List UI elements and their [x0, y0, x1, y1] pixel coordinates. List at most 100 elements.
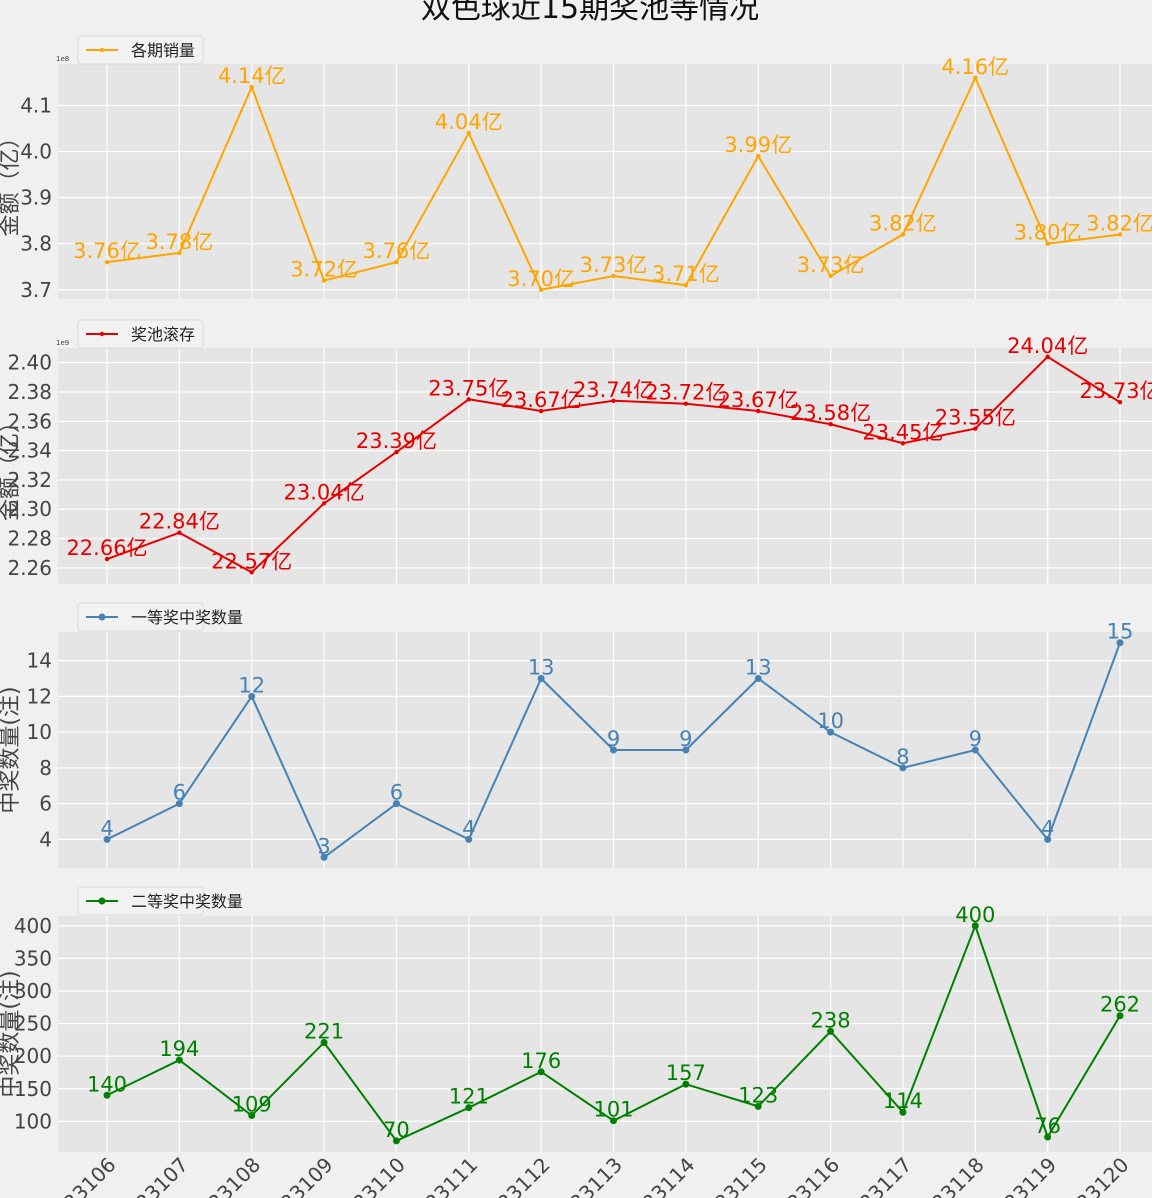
legend-box [77, 35, 204, 65]
legend: 一等奖中奖数量 [77, 602, 243, 632]
data-point [249, 570, 254, 575]
data-label: 3.70亿 [507, 267, 575, 291]
y-tick-label: 150 [14, 1077, 52, 1101]
y-tick-label: 8 [39, 756, 52, 780]
data-label: 400 [955, 903, 995, 927]
legend-label: 二等奖中奖数量 [131, 892, 243, 911]
y-axis-label: 中奖数量(注) [0, 686, 23, 813]
data-point [611, 273, 616, 279]
data-point [900, 232, 906, 237]
y-tick-label: 2.34 [7, 439, 52, 463]
legend-swatch-marker [98, 613, 106, 621]
data-point [1116, 1012, 1124, 1020]
data-point [537, 674, 545, 682]
data-point [175, 1056, 183, 1064]
data-point [466, 397, 471, 402]
y-axis-label: 金额（亿） [0, 411, 23, 521]
data-label: 23.74亿 [573, 378, 654, 402]
data-point [1045, 354, 1050, 359]
data-label: 3.72亿 [290, 258, 358, 282]
data-label: 23.67亿 [718, 388, 799, 412]
data-point [465, 1104, 473, 1112]
data-point [104, 556, 110, 562]
data-point [610, 1117, 617, 1125]
data-point [1117, 232, 1123, 237]
data-label: 194 [159, 1037, 199, 1061]
data-point [828, 422, 833, 427]
axis-exponent: 1e9 [56, 339, 69, 347]
legend: 二等奖中奖数量 [77, 886, 243, 916]
data-label: 176 [521, 1049, 561, 1073]
data-point [538, 287, 544, 292]
data-label: 22.66亿 [66, 536, 147, 560]
y-tick-label: 14 [27, 649, 52, 673]
y-tick-label: 12 [27, 684, 52, 708]
y-tick-label: 2.36 [7, 409, 52, 433]
data-point [392, 1137, 400, 1145]
y-tick-label: 250 [14, 1012, 52, 1036]
y-tick-label: 3.9 [20, 186, 52, 210]
data-point [248, 692, 256, 700]
data-point [104, 259, 110, 265]
data-label: 23.45亿 [862, 420, 943, 444]
data-point [611, 398, 616, 403]
data-label: 4.16亿 [941, 55, 1009, 79]
legend-box [77, 602, 204, 632]
y-tick-label: 2.32 [7, 468, 52, 492]
data-point [1045, 241, 1050, 246]
data-point [971, 922, 979, 930]
data-point [249, 84, 254, 90]
data-label: 24.04亿 [1007, 334, 1088, 358]
y-tick-label: 2.28 [7, 527, 52, 551]
data-point [973, 75, 978, 81]
data-point [248, 1111, 256, 1119]
data-point [899, 764, 907, 772]
legend-swatch-marker [99, 331, 105, 337]
data-point [900, 441, 906, 446]
legend-box [77, 319, 204, 349]
data-label: 123 [738, 1083, 778, 1107]
data-label: 6 [173, 781, 186, 805]
y-tick-label: 3.8 [20, 232, 52, 256]
data-label: 23.04亿 [284, 480, 365, 504]
data-label: 3.76亿 [363, 239, 431, 263]
data-point [537, 1068, 545, 1076]
plot-area [58, 916, 1152, 1152]
y-tick-label: 300 [14, 979, 52, 1003]
data-point [683, 401, 689, 406]
y-tick-label: 2.26 [7, 556, 52, 580]
data-point [971, 746, 979, 754]
data-point [394, 259, 399, 265]
data-point [320, 1038, 328, 1046]
data-point [175, 800, 183, 808]
data-point [1117, 400, 1123, 405]
data-point [321, 278, 327, 283]
data-point [177, 250, 182, 256]
y-tick-label: 200 [14, 1044, 52, 1068]
data-point [754, 1102, 762, 1110]
data-point [683, 282, 689, 288]
data-label: 13 [528, 655, 555, 679]
data-label: 221 [304, 1019, 344, 1043]
data-label: 22.84亿 [139, 510, 220, 534]
data-point [682, 746, 690, 754]
data-label: 3.73亿 [797, 253, 865, 277]
data-label: 15 [1107, 620, 1134, 644]
y-tick-label: 400 [14, 914, 52, 938]
y-tick-label: 10 [27, 720, 52, 744]
data-label: 4 [1041, 816, 1054, 840]
y-tick-label: 4.0 [20, 140, 52, 164]
data-point [1044, 1133, 1052, 1141]
data-label: 157 [666, 1061, 706, 1085]
y-axis-label: 中奖数量(注) [0, 970, 23, 1097]
data-label: 121 [449, 1085, 489, 1109]
data-label: 3 [317, 834, 330, 858]
data-point [177, 530, 182, 535]
panel-2: 2.26 2.28 2.30 2.32 2.34 2.36 2.38 2.40 1e9 金额（亿）… [0, 319, 1152, 584]
plot-area [58, 348, 1152, 584]
data-label: 3.71亿 [652, 262, 720, 286]
data-label: 3.76亿 [73, 239, 141, 263]
data-label: 22.57亿 [211, 549, 292, 573]
data-label: 23.67亿 [501, 388, 582, 412]
